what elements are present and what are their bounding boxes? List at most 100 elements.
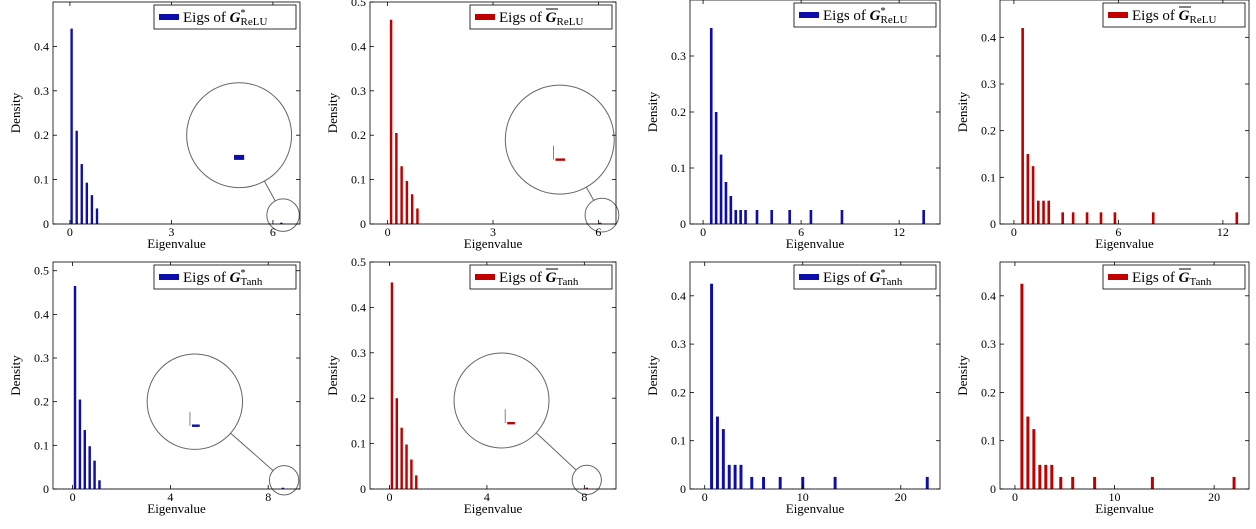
bar (1047, 200, 1051, 224)
x-tick-label: 0 (386, 490, 392, 504)
zoom-connector (230, 432, 274, 471)
legend-text: Eigs of GTanh (1132, 270, 1212, 288)
legend-swatch (159, 14, 179, 20)
legend-symbol: G (230, 10, 241, 26)
x-tick-label: 12 (1217, 225, 1229, 239)
x-tick-label: 0 (67, 225, 73, 239)
bar (78, 399, 82, 489)
legend-symbol: G (546, 10, 557, 26)
x-tick-label: 10 (797, 490, 809, 504)
x-axis-label: Eigenvalue (464, 501, 523, 516)
bar (1032, 429, 1036, 489)
bar (1044, 464, 1048, 489)
legend-star: * (241, 8, 246, 19)
y-tick-label: 0.3 (981, 77, 996, 91)
bar (85, 182, 89, 224)
legend-text: Eigs of G* ReLU (183, 8, 267, 28)
legend-text: Eigs of G* Tanh (823, 268, 903, 288)
x-axis-label: Eigenvalue (786, 501, 845, 516)
plot-frame (999, 0, 1250, 225)
y-tick-label: 0.2 (34, 128, 49, 142)
legend-swatch (475, 14, 495, 20)
bar (1037, 200, 1040, 224)
y-tick-label: 0.2 (34, 395, 49, 409)
bar (1050, 464, 1054, 489)
bar (389, 19, 393, 225)
bar (729, 196, 733, 224)
chart-panel-bottom-second: 0 0.1 0.2 0.3 0.4 0.5 0 4 8 Eigenvalue Density Eigs… (325, 255, 617, 516)
zoom-small-circle (266, 198, 300, 232)
y-tick-label: 0 (990, 482, 996, 496)
x-axis-label: Eigenvalue (786, 236, 845, 251)
y-tick-label: 0.5 (351, 0, 366, 9)
bar (714, 112, 718, 224)
legend-subscript: ReLU (1190, 14, 1217, 26)
legend-symbol: G (230, 270, 241, 286)
bar (80, 164, 83, 224)
x-axis-label: Eigenvalue (147, 501, 206, 516)
legend-swatch (799, 274, 819, 280)
bar (1026, 154, 1030, 224)
legend-prefix: Eigs of (1132, 270, 1179, 286)
legend-symbol: G (546, 270, 557, 286)
bar (95, 208, 99, 224)
chart-panel-top-right: 0 0.1 0.2 0.3 0.4 0 6 12 Eigenvalue Density Eigs o… (955, 0, 1250, 251)
bar (719, 154, 723, 224)
plot-frame (689, 261, 941, 490)
bar (395, 132, 398, 224)
bar (90, 195, 94, 224)
bar (1059, 476, 1063, 489)
bar (1151, 212, 1155, 224)
bar (715, 416, 719, 489)
legend-swatch (159, 274, 179, 280)
legend-subscript: ReLU (881, 14, 908, 26)
legend-prefix: Eigs of (823, 8, 870, 24)
bar (98, 480, 101, 489)
legend-subscript: Tanh (241, 276, 263, 288)
x-tick-label: 4 (484, 490, 490, 504)
bar (405, 180, 409, 224)
x-tick-label: 3 (168, 225, 174, 239)
bar (1031, 166, 1035, 224)
legend-star: * (241, 268, 246, 279)
y-tick-label: 0 (360, 217, 366, 231)
y-tick-label: 0.4 (981, 30, 996, 44)
zoom-connector (585, 186, 595, 201)
x-axis-label: Eigenvalue (1095, 236, 1154, 251)
bar (585, 487, 588, 489)
zoom-big-circle (453, 352, 550, 449)
bar (1071, 212, 1075, 224)
legend-subscript: ReLU (241, 16, 268, 28)
legend-swatch (1108, 12, 1128, 18)
plot-frame (999, 261, 1250, 490)
bar (83, 430, 87, 489)
zoom-bar (507, 421, 515, 425)
bar (778, 476, 782, 489)
legend-swatch (475, 274, 495, 280)
legend-text: Eigs of G* Tanh (183, 268, 263, 288)
y-tick-label: 0.2 (351, 128, 366, 142)
y-tick-label: 0.2 (981, 385, 996, 399)
legend-subscript: Tanh (557, 276, 579, 288)
bar (721, 429, 725, 489)
bar (1026, 416, 1030, 489)
chart-panel-top-second: 0 0.1 0.2 0.3 0.4 0.5 0 3 6 Eigenvalue Density Eigs… (325, 0, 620, 251)
y-tick-label: 0.1 (671, 161, 686, 175)
y-tick-label: 0 (680, 482, 686, 496)
bar (734, 210, 738, 224)
zoom-bar (191, 424, 200, 427)
legend-text: Eigs of GReLU (1132, 8, 1216, 26)
y-tick-label: 0.5 (351, 255, 366, 269)
zoom-bar (234, 154, 245, 160)
x-tick-label: 0 (385, 225, 391, 239)
zoom-small-circle (584, 197, 620, 233)
y-tick-label: 0.3 (351, 346, 366, 360)
y-axis-label: Density (8, 92, 23, 133)
x-tick-label: 0 (1012, 490, 1018, 504)
y-tick-label: 0.1 (351, 173, 366, 187)
y-tick-label: 0.4 (34, 39, 49, 53)
y-tick-label: 0 (43, 217, 49, 231)
y-axis-label: Density (955, 355, 970, 396)
bar (770, 210, 774, 224)
bar (833, 476, 837, 489)
